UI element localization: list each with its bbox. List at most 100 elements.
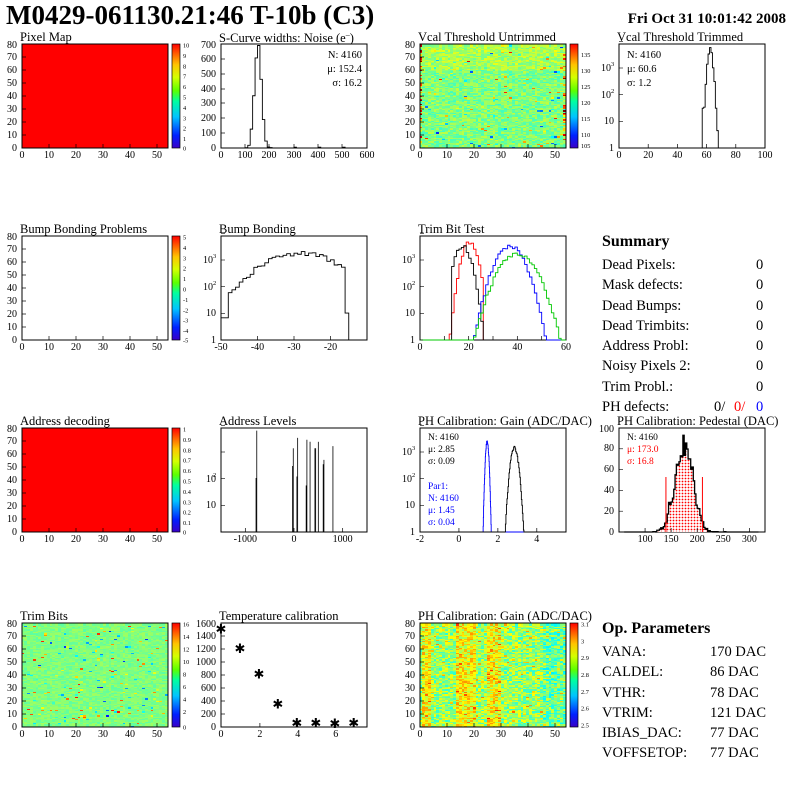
- svg-text:2: 2: [611, 88, 614, 95]
- svg-text:115: 115: [581, 116, 590, 123]
- svg-text:Par1:: Par1:: [428, 482, 448, 492]
- svg-text:9: 9: [183, 53, 186, 60]
- svg-text:80: 80: [731, 150, 741, 161]
- svg-text:10: 10: [402, 282, 412, 293]
- svg-text:80: 80: [7, 619, 17, 630]
- svg-text:10: 10: [402, 474, 412, 485]
- svg-text:70: 70: [405, 52, 415, 63]
- svg-text:-20: -20: [324, 342, 337, 353]
- svg-text:100: 100: [599, 424, 614, 435]
- svg-text:10: 10: [405, 500, 415, 511]
- svg-text:1: 1: [410, 527, 415, 538]
- svg-text:10: 10: [405, 308, 415, 319]
- svg-text:60: 60: [7, 65, 17, 76]
- svg-text:10: 10: [442, 150, 452, 161]
- svg-text:2: 2: [183, 266, 186, 273]
- svg-text:6: 6: [333, 729, 338, 740]
- svg-text:30: 30: [7, 296, 17, 307]
- svg-text:7: 7: [183, 74, 186, 81]
- svg-text:2: 2: [183, 126, 186, 133]
- svg-text:-5: -5: [183, 338, 188, 345]
- svg-text:8: 8: [183, 672, 186, 679]
- svg-text:0: 0: [609, 527, 614, 538]
- svg-text:60: 60: [405, 644, 415, 655]
- svg-text:10: 10: [402, 255, 412, 266]
- svg-text:20: 20: [464, 342, 474, 353]
- svg-text:50: 50: [405, 78, 415, 89]
- svg-text:10: 10: [7, 322, 17, 333]
- svg-text:20: 20: [469, 729, 479, 740]
- svg-text:6: 6: [183, 684, 186, 691]
- svg-text:80: 80: [7, 232, 17, 243]
- svg-text:μ: 152.4: μ: 152.4: [327, 64, 363, 75]
- svg-text:0: 0: [20, 342, 25, 353]
- svg-text:σ: 16.2: σ: 16.2: [332, 78, 362, 89]
- svg-text:20: 20: [405, 117, 415, 128]
- svg-text:500: 500: [335, 150, 350, 161]
- svg-text:130: 130: [581, 68, 590, 75]
- svg-text:3: 3: [412, 253, 415, 260]
- svg-text:30: 30: [496, 729, 506, 740]
- svg-text:N: 4160: N: 4160: [428, 433, 459, 443]
- svg-text:20: 20: [405, 696, 415, 707]
- svg-text:4: 4: [534, 534, 539, 545]
- svg-text:80: 80: [7, 424, 17, 435]
- svg-text:10: 10: [44, 729, 54, 740]
- svg-text:20: 20: [604, 506, 614, 517]
- svg-text:20: 20: [643, 150, 653, 161]
- svg-text:50: 50: [7, 462, 17, 473]
- svg-text:70: 70: [7, 52, 17, 63]
- svg-text:σ: 16.8: σ: 16.8: [627, 457, 654, 467]
- svg-text:10: 10: [7, 514, 17, 525]
- svg-text:3.1: 3.1: [581, 622, 589, 629]
- svg-text:40: 40: [7, 475, 17, 486]
- svg-text:8: 8: [183, 63, 186, 70]
- svg-text:30: 30: [98, 729, 108, 740]
- svg-text:150: 150: [664, 534, 679, 545]
- svg-text:30: 30: [98, 534, 108, 545]
- svg-text:50: 50: [152, 150, 162, 161]
- svg-text:30: 30: [7, 488, 17, 499]
- svg-text:0: 0: [20, 150, 25, 161]
- svg-text:1000: 1000: [196, 657, 216, 668]
- svg-text:10: 10: [7, 130, 17, 141]
- svg-text:0: 0: [183, 725, 186, 732]
- svg-text:80: 80: [7, 40, 17, 51]
- svg-text:40: 40: [125, 534, 135, 545]
- svg-text:40: 40: [405, 670, 415, 681]
- svg-text:250: 250: [716, 534, 731, 545]
- svg-text:3: 3: [213, 253, 216, 260]
- svg-text:0.8: 0.8: [183, 447, 191, 454]
- svg-text:50: 50: [152, 342, 162, 353]
- svg-text:120: 120: [581, 100, 590, 107]
- svg-text:3: 3: [581, 638, 584, 645]
- svg-text:2: 2: [183, 709, 186, 716]
- svg-text:700: 700: [201, 40, 216, 51]
- svg-text:135: 135: [581, 52, 590, 59]
- svg-text:400: 400: [311, 150, 326, 161]
- svg-text:14: 14: [183, 634, 190, 641]
- svg-text:10: 10: [7, 709, 17, 720]
- svg-text:0.6: 0.6: [183, 468, 191, 475]
- svg-text:30: 30: [7, 683, 17, 694]
- svg-text:40: 40: [125, 150, 135, 161]
- svg-text:30: 30: [98, 342, 108, 353]
- svg-text:200: 200: [262, 150, 277, 161]
- svg-text:12: 12: [183, 647, 189, 654]
- svg-text:80: 80: [405, 619, 415, 630]
- svg-text:10: 10: [206, 500, 216, 511]
- svg-text:40: 40: [125, 342, 135, 353]
- svg-text:40: 40: [125, 729, 135, 740]
- svg-text:600: 600: [201, 54, 216, 65]
- svg-text:0: 0: [12, 527, 17, 538]
- svg-text:1: 1: [183, 276, 186, 283]
- svg-text:3: 3: [611, 61, 614, 68]
- svg-text:-1000: -1000: [234, 534, 257, 545]
- svg-text:70: 70: [7, 244, 17, 255]
- svg-text:20: 20: [71, 342, 81, 353]
- svg-text:50: 50: [7, 78, 17, 89]
- svg-text:10: 10: [206, 308, 216, 319]
- svg-text:60: 60: [7, 257, 17, 268]
- svg-text:20: 20: [7, 117, 17, 128]
- svg-text:200: 200: [201, 113, 216, 124]
